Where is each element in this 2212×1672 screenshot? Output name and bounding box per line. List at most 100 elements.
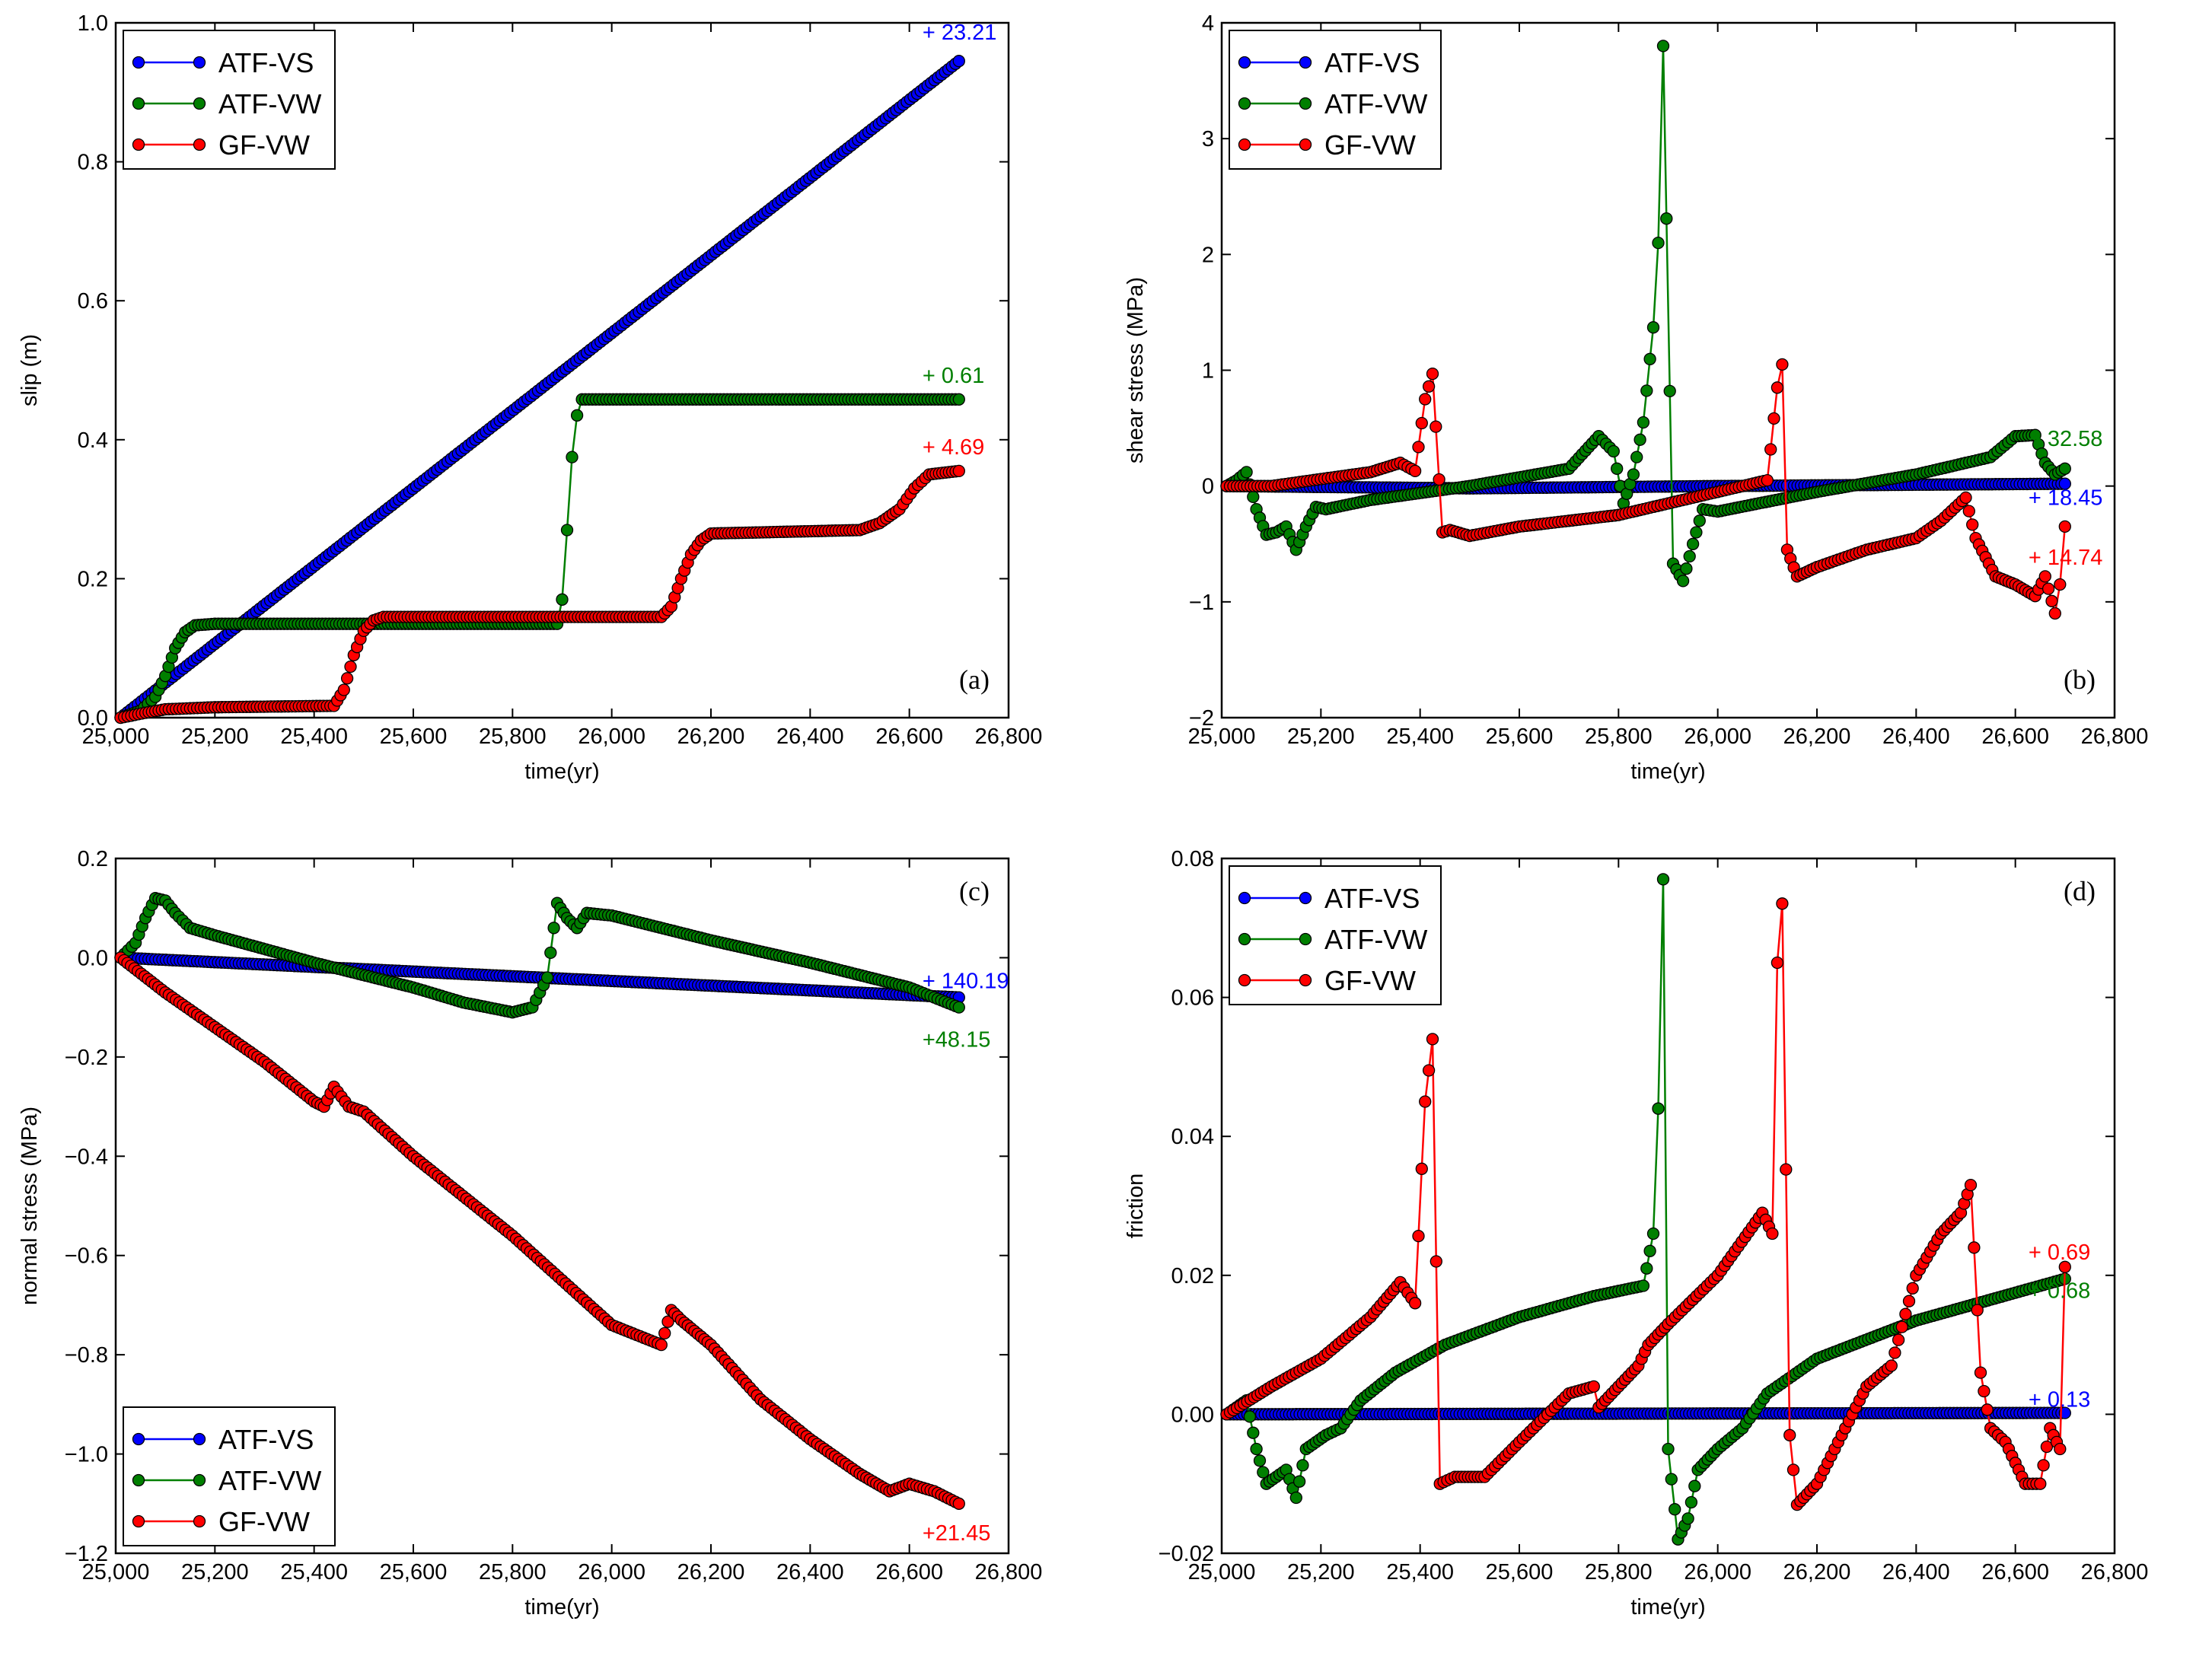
data-point-gf-vw	[1430, 1255, 1442, 1268]
data-point-gf-vw	[1415, 1162, 1428, 1175]
legend-label-atf-vs: ATF-VS	[218, 47, 314, 78]
end-label-atf-vw: + 0.61	[923, 364, 984, 388]
data-point-gf-vw	[2041, 582, 2055, 595]
data-point-gf-vw	[1968, 1241, 1981, 1254]
data-point-atf-vw	[1627, 468, 1640, 481]
data-point-gf-vw	[1426, 367, 1439, 381]
data-point-atf-vs	[2058, 1406, 2071, 1419]
data-point-gf-vw	[1415, 416, 1428, 430]
data-point-atf-vw	[1630, 451, 1643, 463]
x-tick-label: 26,800	[975, 725, 1043, 749]
legend-marker-atf-vs	[1299, 891, 1312, 905]
data-point-atf-vw	[1669, 1503, 1681, 1516]
data-point-atf-vw	[1257, 1466, 1270, 1479]
chart-friction: 25,000 25,200 25,400 25,600 25,800 26,000 26,2…	[1124, 847, 2149, 1619]
end-label-gf-vw: + 4.69	[923, 435, 984, 460]
data-point-atf-vw	[1607, 444, 1620, 458]
data-point-atf-vw	[1680, 562, 1693, 575]
data-point-gf-vw	[2045, 594, 2058, 607]
end-label-atf-vw: + 32.58	[2029, 427, 2103, 451]
x-tick-label: 26,600	[1981, 1560, 2049, 1584]
x-tick-label: 26,400	[1882, 1560, 1950, 1584]
y-tick-label: 0.04	[1171, 1125, 1214, 1149]
y-tick-label: −0.2	[65, 1046, 108, 1070]
x-tick-label: 26,600	[875, 1560, 943, 1584]
data-point-gf-vw	[1771, 381, 1784, 394]
data-point-gf-vw	[2058, 520, 2071, 533]
x-tick-label: 25,200	[1287, 1560, 1355, 1584]
panel-tag: (a)	[959, 664, 990, 695]
data-point-atf-vw	[1652, 236, 1665, 250]
data-point-atf-vw	[1683, 549, 1696, 563]
x-tick-label: 26,600	[875, 725, 943, 749]
y-tick-label: −0.4	[65, 1145, 108, 1169]
legend-marker-atf-vw	[1238, 932, 1251, 946]
legend-label-gf-vw: GF-VW	[218, 129, 310, 161]
data-point-atf-vw	[1656, 873, 1670, 886]
panel-b-shear-stress: 25,000 25,200 25,400 25,600 25,800 26,000 26,2…	[1106, 0, 2212, 836]
data-point-atf-vw	[540, 971, 554, 984]
data-point-gf-vw	[1899, 1307, 1912, 1320]
y-tick-label: 0.2	[78, 567, 108, 591]
data-point-gf-vw	[952, 464, 965, 478]
data-point-gf-vw	[1412, 441, 1425, 454]
end-label-atf-vw: + 0.68	[2029, 1279, 2090, 1303]
x-tick-label: 26,400	[776, 1560, 844, 1584]
x-tick-label: 26,800	[2081, 725, 2149, 749]
x-tick-label: 26,800	[2081, 1560, 2149, 1584]
data-point-atf-vw	[1662, 1442, 1675, 1456]
x-tick-label: 25,800	[479, 725, 547, 749]
legend-marker-atf-vw	[1238, 97, 1251, 110]
end-label-atf-vs: + 140.19	[923, 970, 1009, 994]
data-point-atf-vw	[1247, 490, 1260, 504]
data-point-gf-vw	[661, 1315, 674, 1328]
data-point-atf-vw	[1253, 1454, 1267, 1467]
data-point-gf-vw	[1408, 1297, 1422, 1310]
data-point-gf-vw	[1783, 1428, 1796, 1441]
data-point-gf-vw	[1766, 1227, 1779, 1240]
x-tick-label: 26,200	[1783, 725, 1851, 749]
data-point-atf-vw	[1250, 1442, 1263, 1456]
legend-box	[123, 1406, 336, 1546]
data-point-gf-vw	[2040, 1440, 2054, 1454]
legend-marker-atf-vs	[132, 56, 145, 69]
legend-label-atf-vs: ATF-VS	[1324, 47, 1420, 78]
data-point-gf-vw	[1780, 1163, 1793, 1176]
data-point-gf-vw	[1422, 380, 1436, 393]
x-tick-label: 25,400	[1386, 1560, 1454, 1584]
y-tick-label: 0.0	[78, 946, 108, 970]
x-axis-label: time(yr)	[524, 760, 599, 784]
panel-tag: (c)	[959, 876, 990, 906]
data-point-atf-vw	[1243, 1410, 1257, 1423]
chart-slip: 25,000 25,200 25,400 25,600 25,800 26,000 26,2…	[18, 11, 1043, 784]
legend-marker-atf-vs	[1299, 56, 1312, 69]
x-tick-label: 25,400	[1386, 725, 1454, 749]
data-point-gf-vw	[2048, 607, 2061, 620]
series-line-atf-vw	[120, 398, 959, 719]
data-point-gf-vw	[1962, 505, 1975, 518]
data-point-atf-vw	[1652, 1102, 1665, 1115]
data-point-atf-vw	[570, 409, 584, 422]
y-tick-label: 0.2	[78, 847, 108, 871]
data-point-gf-vw	[1776, 358, 1789, 371]
data-point-gf-vw	[344, 660, 357, 674]
legend-label-atf-vs: ATF-VS	[218, 1424, 314, 1455]
data-point-gf-vw	[340, 672, 354, 685]
y-tick-label: 1.0	[78, 11, 108, 36]
legend-label-atf-vw: ATF-VW	[218, 88, 321, 119]
data-point-gf-vw	[1974, 1366, 1987, 1379]
legend-label-gf-vw: GF-VW	[1324, 129, 1416, 161]
y-tick-label: −2	[1189, 706, 1214, 731]
y-axis-label: friction	[1124, 1174, 1148, 1238]
series-group	[1220, 873, 2071, 1546]
data-point-atf-vw	[1640, 1262, 1653, 1275]
end-label-gf-vw: + 0.69	[2029, 1240, 2090, 1265]
legend: ATF-VS ATF-VW GF-VW	[123, 30, 336, 170]
x-tick-label: 25,400	[280, 725, 348, 749]
data-point-atf-vw	[1690, 526, 1703, 539]
x-axis-label: time(yr)	[1630, 1595, 1705, 1619]
x-tick-label: 25,000	[1188, 725, 1256, 749]
data-point-gf-vw	[1412, 1229, 1425, 1243]
x-tick-label: 25,000	[82, 725, 150, 749]
data-point-gf-vw	[2058, 1260, 2071, 1273]
